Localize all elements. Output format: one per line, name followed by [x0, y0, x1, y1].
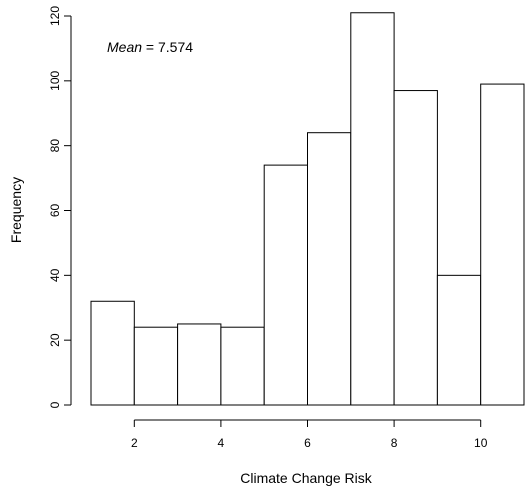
x-axis-title: Climate Change Risk	[240, 470, 372, 486]
x-axis: 2 4 6 8 10	[131, 419, 488, 450]
bars-group	[90, 12, 525, 406]
histogram-bar-6	[307, 132, 352, 406]
y-tick-label-80: 80	[48, 139, 62, 153]
y-tick-label-20: 20	[48, 333, 62, 347]
mean-label: Mean	[107, 39, 142, 55]
histogram-bar-9	[436, 274, 482, 406]
y-tick-label-40: 40	[48, 268, 62, 282]
y-tick-label-100: 100	[48, 71, 62, 91]
y-tick-label-60: 60	[48, 204, 62, 218]
mean-value: 7.574	[158, 39, 193, 55]
x-tick-label-2: 2	[131, 436, 138, 450]
y-axis: 0 20 40 60 80 100 120	[48, 6, 72, 408]
x-tick-label-6: 6	[304, 436, 311, 450]
histogram-bar-3	[177, 323, 222, 406]
histogram-bar-4	[220, 326, 265, 406]
histogram-bar-5	[263, 164, 309, 406]
histogram-bar-7	[350, 12, 395, 406]
x-tick-label-10: 10	[474, 436, 488, 450]
y-tick-label-0: 0	[48, 401, 62, 408]
histogram-bar-8	[393, 90, 438, 406]
x-tick-label-8: 8	[391, 436, 398, 450]
histogram-bar-1	[90, 300, 135, 406]
mean-annotation: Mean = 7.574	[107, 39, 193, 55]
histogram-bar-10	[480, 83, 525, 406]
histogram-bar-2	[133, 326, 179, 406]
y-tick-label-120: 120	[48, 6, 62, 26]
mean-separator: =	[142, 39, 158, 55]
y-axis-title: Frequency	[8, 177, 24, 243]
x-tick-label-4: 4	[218, 436, 225, 450]
